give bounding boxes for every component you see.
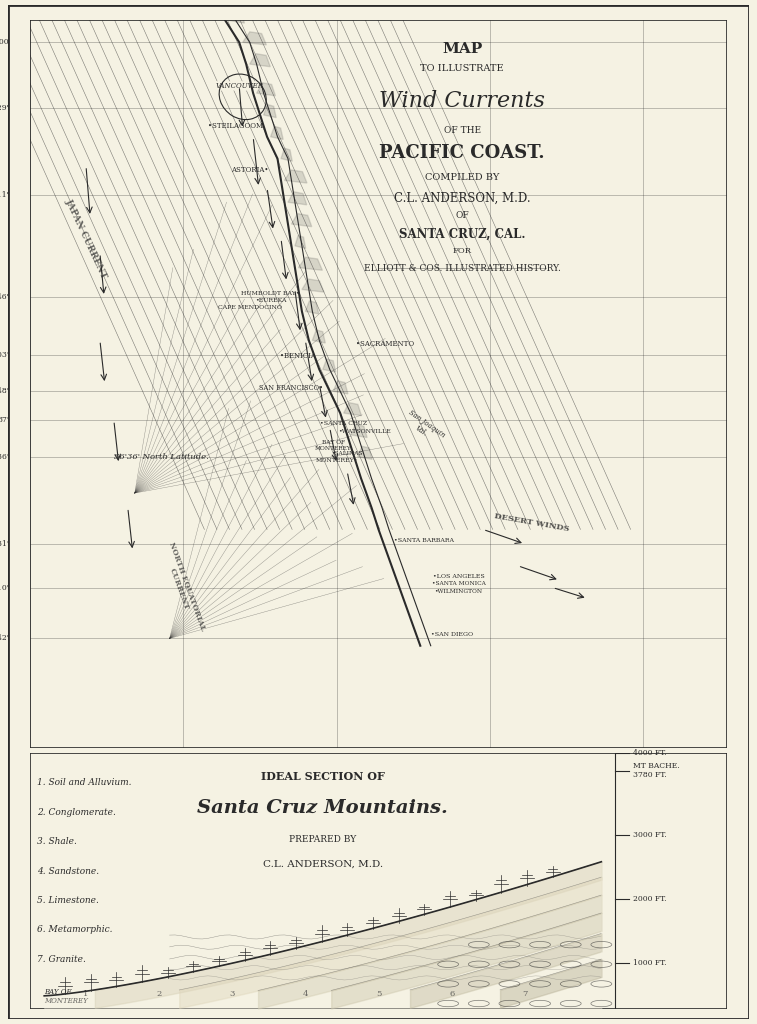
Text: CAPE MENDOCINO: CAPE MENDOCINO bbox=[218, 305, 282, 310]
Text: C.L. ANDERSON, M.D.: C.L. ANDERSON, M.D. bbox=[394, 191, 531, 205]
Text: •WILMINGTON: •WILMINGTON bbox=[435, 589, 483, 594]
Polygon shape bbox=[243, 32, 266, 45]
Text: 37': 37' bbox=[0, 417, 9, 424]
Text: 51'29': 51'29' bbox=[0, 103, 9, 112]
Polygon shape bbox=[285, 170, 307, 183]
Text: 32'42': 32'42' bbox=[0, 635, 9, 642]
Text: San Joaquin
Val.: San Joaquin Val. bbox=[401, 409, 446, 446]
Text: 1: 1 bbox=[83, 990, 89, 998]
Text: •SANTA MONICA: •SANTA MONICA bbox=[431, 582, 485, 587]
Polygon shape bbox=[344, 402, 361, 416]
Text: •STEILAGOOM: •STEILAGOOM bbox=[208, 122, 263, 130]
Text: 5: 5 bbox=[375, 990, 382, 998]
Text: 110'86': 110'86' bbox=[475, 776, 504, 784]
Text: •WATSONVILLE: •WATSONVILLE bbox=[338, 429, 391, 434]
Text: OF: OF bbox=[455, 211, 469, 220]
Text: •SANTA BARBARA: •SANTA BARBARA bbox=[394, 538, 453, 543]
Text: PREPARED BY: PREPARED BY bbox=[289, 835, 357, 844]
Text: •BENICIA: •BENICIA bbox=[281, 352, 316, 360]
Text: DESERT WINDS: DESERT WINDS bbox=[494, 512, 570, 532]
Text: 7: 7 bbox=[522, 990, 528, 998]
Text: TO ILLUSTRATE: TO ILLUSTRATE bbox=[420, 65, 504, 73]
Text: 2000 FT.: 2000 FT. bbox=[633, 895, 666, 902]
Polygon shape bbox=[291, 214, 312, 226]
Text: BAY OF
MONTEREY: BAY OF MONTEREY bbox=[44, 988, 88, 1006]
Text: 135'20': 135'20' bbox=[169, 776, 198, 784]
Text: MONTEREY•: MONTEREY• bbox=[316, 458, 358, 463]
Text: MT BACHE.
3780 FT.: MT BACHE. 3780 FT. bbox=[633, 762, 679, 779]
Text: ASTORIA•: ASTORIA• bbox=[231, 166, 268, 173]
Text: 7. Granite.: 7. Granite. bbox=[37, 954, 86, 964]
Text: SANTA CRUZ, CAL.: SANTA CRUZ, CAL. bbox=[399, 227, 525, 241]
Text: 4. Sandstone.: 4. Sandstone. bbox=[37, 866, 99, 876]
Text: 110'4'8: 110'4'8 bbox=[656, 776, 685, 784]
Text: FOR: FOR bbox=[453, 248, 472, 255]
Polygon shape bbox=[302, 279, 324, 292]
Text: MAP: MAP bbox=[442, 42, 482, 56]
Text: •SANTA CRUZ: •SANTA CRUZ bbox=[320, 422, 367, 426]
Text: 3000 FT.: 3000 FT. bbox=[633, 830, 666, 839]
Polygon shape bbox=[350, 424, 367, 437]
Text: •LOS ANGELES: •LOS ANGELES bbox=[433, 574, 484, 580]
Text: C.L. ANDERSON, M.D.: C.L. ANDERSON, M.D. bbox=[263, 860, 383, 869]
Text: •SACRAMENTO: •SACRAMENTO bbox=[357, 340, 415, 348]
Text: 1000 FT.: 1000 FT. bbox=[633, 958, 666, 967]
Polygon shape bbox=[295, 236, 306, 249]
Text: Santa Cruz Mountains.: Santa Cruz Mountains. bbox=[198, 799, 448, 817]
Text: •SAN DIEGO: •SAN DIEGO bbox=[431, 633, 472, 637]
Polygon shape bbox=[333, 381, 348, 394]
Polygon shape bbox=[281, 148, 292, 161]
Text: 34'10': 34'10' bbox=[0, 584, 9, 592]
Text: SAN FRANCISCO•: SAN FRANCISCO• bbox=[260, 384, 323, 391]
Text: 46'11': 46'11' bbox=[0, 190, 9, 199]
Text: 117'4'8: 117'4'8 bbox=[552, 776, 581, 784]
Text: 6: 6 bbox=[449, 990, 454, 998]
Text: Wind Currents: Wind Currents bbox=[379, 89, 545, 112]
Polygon shape bbox=[305, 301, 319, 314]
Text: PACIFIC COAST.: PACIFIC COAST. bbox=[379, 144, 545, 162]
Text: 36'36': 36'36' bbox=[0, 453, 9, 461]
Text: NORTH EQUATORIAL
CURRENT: NORTH EQUATORIAL CURRENT bbox=[160, 541, 207, 635]
Polygon shape bbox=[298, 257, 322, 270]
Text: JAPAN CURRENT: JAPAN CURRENT bbox=[64, 198, 108, 280]
Text: •EUREKA: •EUREKA bbox=[255, 298, 286, 303]
Text: 36'36' North Latitude.: 36'36' North Latitude. bbox=[114, 453, 209, 461]
Text: 4: 4 bbox=[303, 990, 308, 998]
Polygon shape bbox=[270, 126, 283, 139]
Text: 3: 3 bbox=[229, 990, 235, 998]
Text: HUMBOLDT BAY•: HUMBOLDT BAY• bbox=[241, 291, 300, 296]
Polygon shape bbox=[322, 359, 336, 372]
Text: 1. Soil and Alluvium.: 1. Soil and Alluvium. bbox=[37, 778, 132, 787]
Text: 2: 2 bbox=[157, 990, 162, 998]
Text: OF THE: OF THE bbox=[444, 126, 481, 135]
Text: COMPILED BY: COMPILED BY bbox=[425, 173, 500, 182]
Text: 128'37': 128'37' bbox=[322, 776, 351, 784]
Text: 6. Metamorphic.: 6. Metamorphic. bbox=[37, 926, 113, 935]
FancyBboxPatch shape bbox=[30, 753, 727, 1009]
Polygon shape bbox=[357, 446, 372, 460]
Text: 38'03': 38'03' bbox=[0, 351, 9, 359]
Text: VANCOUVER: VANCOUVER bbox=[215, 82, 263, 90]
Polygon shape bbox=[263, 104, 276, 118]
Text: ELLIOTT & COS. ILLUSTRATED HISTORY.: ELLIOTT & COS. ILLUSTRATED HISTORY. bbox=[363, 264, 560, 273]
Polygon shape bbox=[257, 83, 276, 96]
Text: 37'48': 37'48' bbox=[0, 387, 9, 395]
Text: 51'00: 51'00 bbox=[0, 38, 9, 46]
Text: •SALINAS: •SALINAS bbox=[332, 451, 363, 456]
Text: BAY OF
MONTEREY: BAY OF MONTEREY bbox=[315, 440, 351, 452]
Text: IDEAL SECTION OF: IDEAL SECTION OF bbox=[261, 770, 385, 781]
Text: 34'31': 34'31' bbox=[0, 540, 9, 548]
Text: 5. Limestone.: 5. Limestone. bbox=[37, 896, 99, 905]
Polygon shape bbox=[250, 53, 270, 67]
Polygon shape bbox=[229, 10, 245, 24]
Text: 40'46': 40'46' bbox=[0, 293, 9, 301]
Polygon shape bbox=[313, 330, 326, 343]
Text: 2. Conglomerate.: 2. Conglomerate. bbox=[37, 808, 116, 817]
Text: 4000 FT.: 4000 FT. bbox=[633, 749, 666, 757]
Polygon shape bbox=[288, 191, 307, 205]
Text: 3. Shale.: 3. Shale. bbox=[37, 838, 77, 846]
